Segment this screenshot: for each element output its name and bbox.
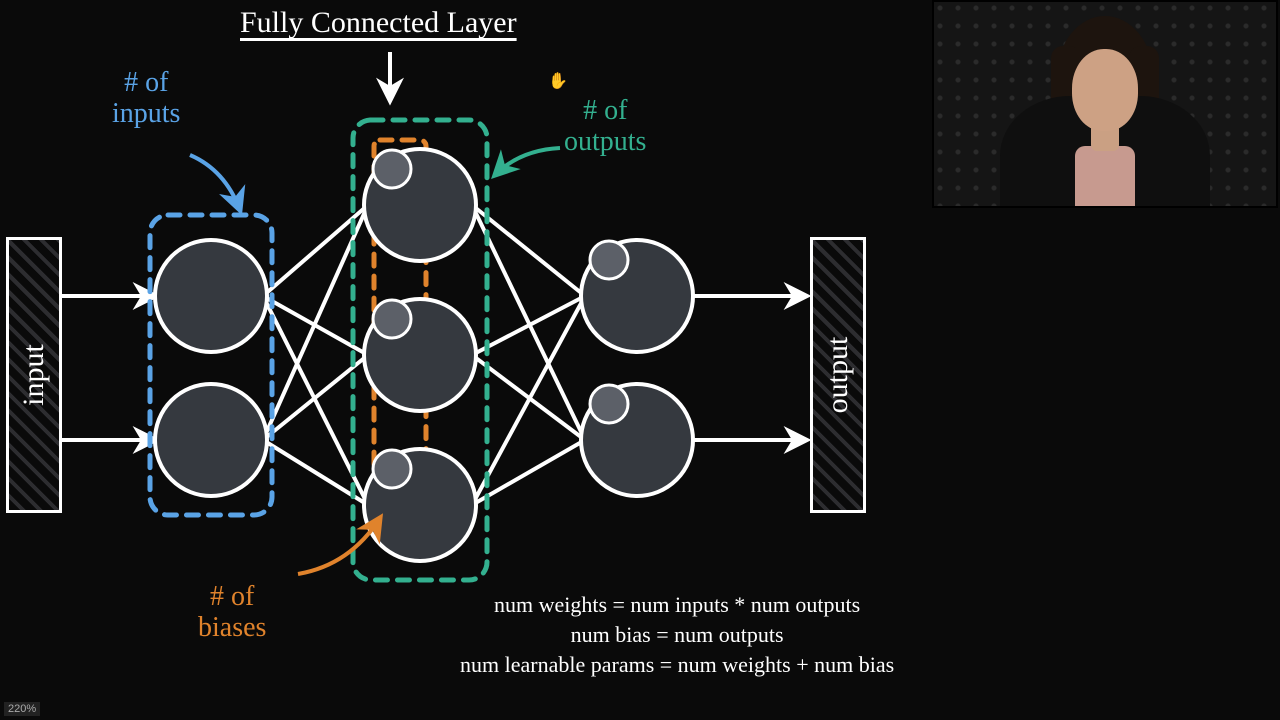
annotation-outputs: # ofoutputs — [564, 96, 646, 158]
annotation-inputs: # ofinputs — [112, 68, 180, 130]
equations-block: num weights = num inputs * num outputs nu… — [460, 588, 894, 682]
equation-line: num weights = num inputs * num outputs — [460, 592, 894, 618]
equation-line: num learnable params = num weights + num… — [460, 652, 894, 678]
zoom-indicator: 220% — [4, 702, 40, 716]
annotation-biases: # ofbiases — [198, 582, 266, 644]
equation-line: num bias = num outputs — [460, 622, 894, 648]
diagram-stage: Fully Connected Layer input output ✋ # o… — [0, 0, 1280, 720]
presenter-figure — [1000, 26, 1210, 206]
presenter-webcam — [932, 0, 1278, 208]
svg-text:✋: ✋ — [548, 71, 568, 90]
